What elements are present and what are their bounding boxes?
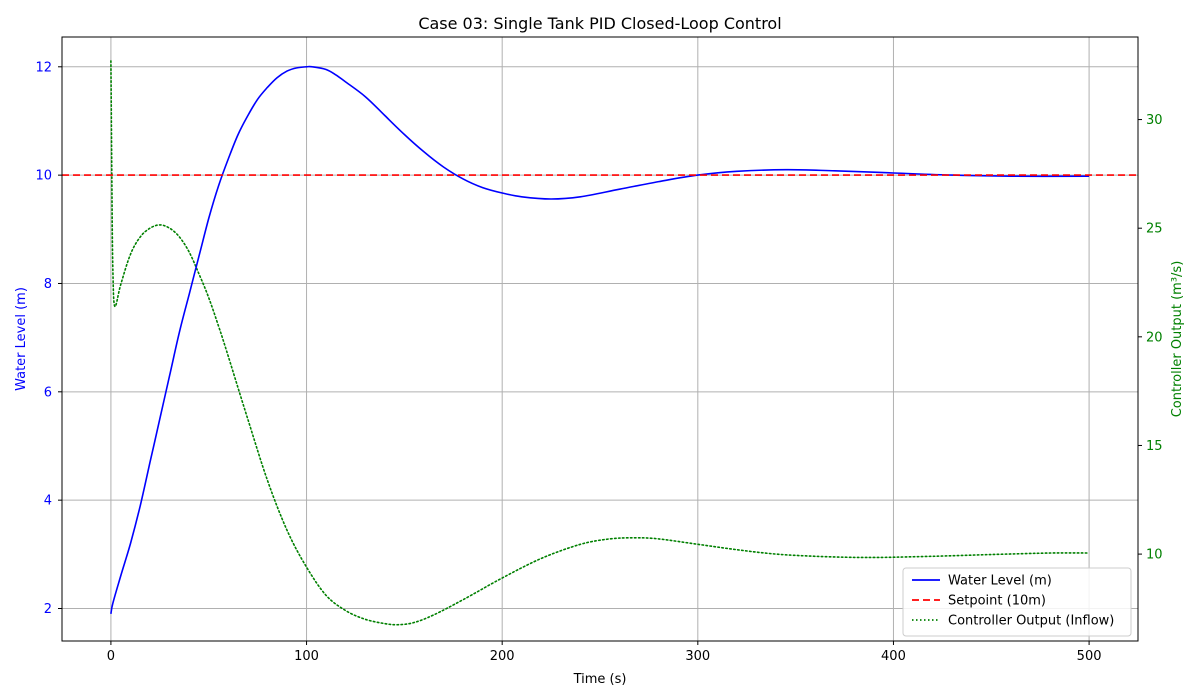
legend-label-1: Setpoint (10m) <box>948 594 1046 609</box>
y-tick-label-right: 25 <box>1146 222 1163 237</box>
y-axis-label-left: Water Level (m) <box>14 287 29 391</box>
y-tick-label-right: 20 <box>1146 330 1163 345</box>
x-tick-label: 300 <box>685 649 710 664</box>
x-tick-label: 400 <box>881 649 906 664</box>
y-tick-label-left: 6 <box>44 385 52 400</box>
legend-label-2: Controller Output (Inflow) <box>948 614 1114 629</box>
axis-ticks: 0 100 200 300 400 500 2 4 6 8 10 12 10 15 20 25 30 <box>35 60 1162 664</box>
legend-box <box>902 567 1132 637</box>
y-tick-label-left: 8 <box>44 277 52 292</box>
y-tick-label-right: 15 <box>1146 439 1163 454</box>
x-axis-label: Time (s) <box>573 672 627 687</box>
x-tick-label: 500 <box>1077 649 1102 664</box>
x-tick-label: 200 <box>490 649 515 664</box>
series-line-2 <box>110 60 1090 626</box>
legend: Water Level (m) Setpoint (10m) Controller … <box>902 567 1132 637</box>
y-tick-label-right: 30 <box>1146 113 1163 128</box>
y-tick-label-left: 2 <box>44 602 52 617</box>
y-axis-label-right: Controller Output (m³/s) <box>1170 261 1185 418</box>
chart-title: Case 03: Single Tank PID Closed-Loop Con… <box>418 14 781 33</box>
y-tick-label-right: 10 <box>1146 548 1163 563</box>
series-lines <box>62 60 1138 626</box>
y-tick-label-left: 4 <box>44 494 52 509</box>
x-tick-label: 0 <box>107 649 115 664</box>
y-tick-label-left: 12 <box>35 60 52 75</box>
x-tick-label: 100 <box>294 649 319 664</box>
series-line-0 <box>110 65 1090 615</box>
legend-label-0: Water Level (m) <box>948 574 1052 589</box>
y-tick-label-left: 10 <box>35 169 52 184</box>
plot-frame <box>61 36 1139 642</box>
